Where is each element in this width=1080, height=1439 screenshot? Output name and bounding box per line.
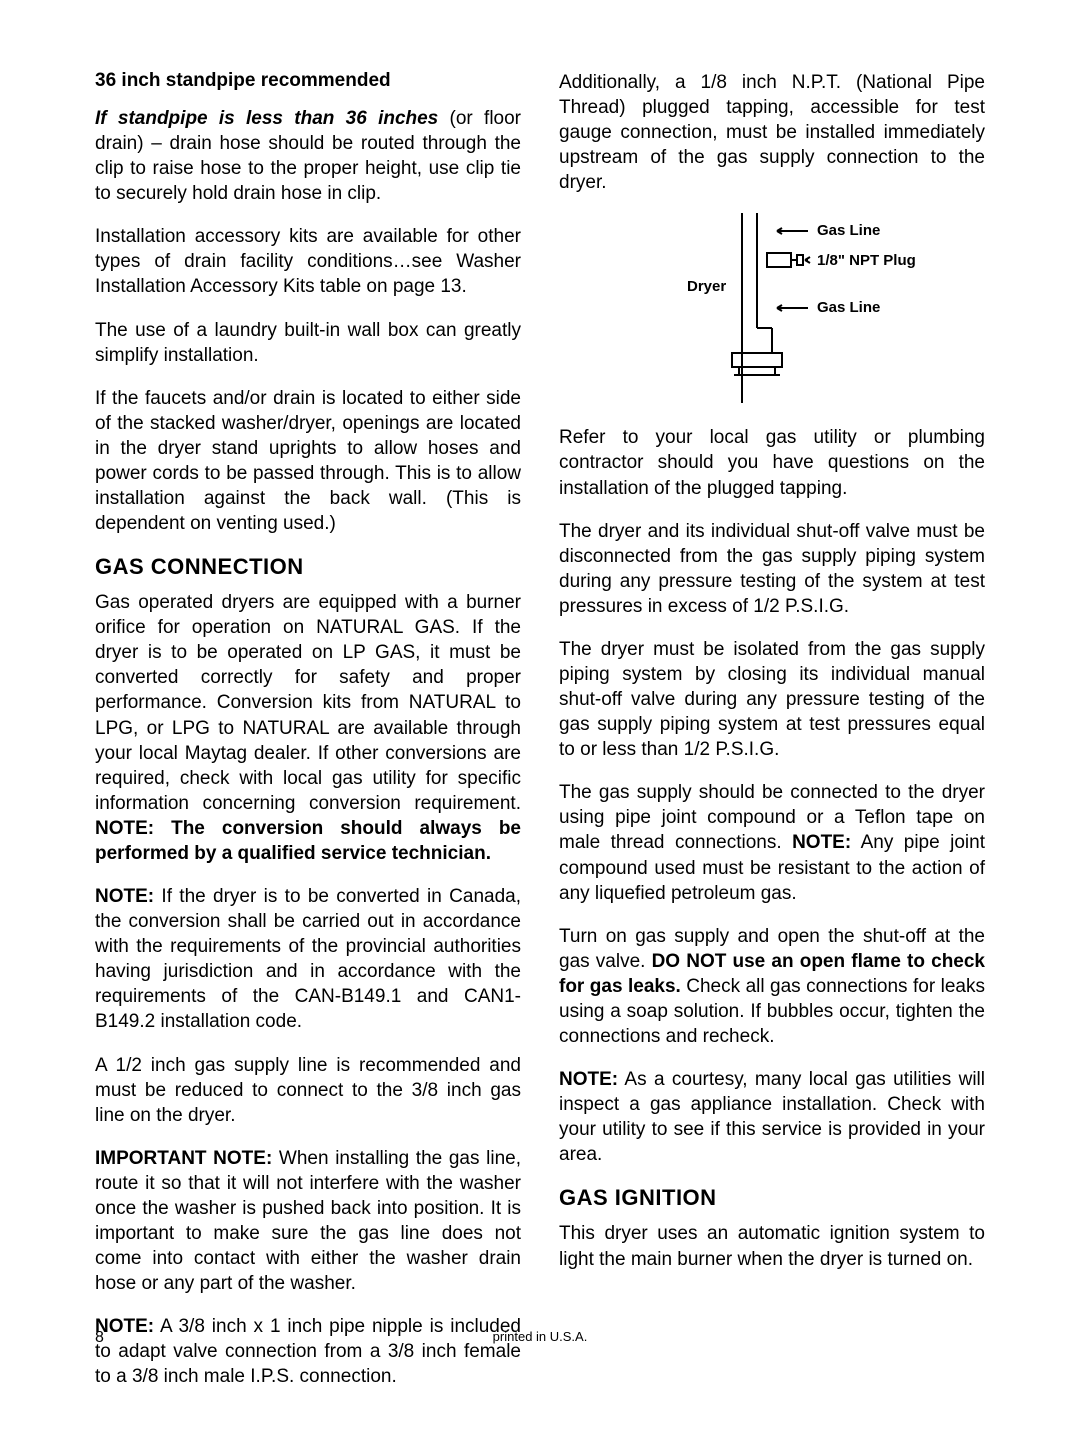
paragraph-pipe-nipple: NOTE: A 3/8 inch x 1 inch pipe nipple is… (95, 1314, 521, 1389)
canada-note-rest: If the dryer is to be converted in Canad… (95, 886, 521, 1032)
important-note-bold: IMPORTANT NOTE: (95, 1148, 272, 1169)
paragraph-standpipe: If standpipe is less than 36 inches (or … (95, 106, 521, 206)
courtesy-rest: As a courtesy, many local gas utilities … (559, 1069, 985, 1165)
paragraph-wallbox: The use of a laundry built-in wall box c… (95, 318, 521, 368)
gas-operated-text: Gas operated dryers are equipped with a … (95, 592, 521, 814)
paragraph-ignition: This dryer uses an automatic ignition sy… (559, 1221, 985, 1271)
courtesy-bold: NOTE: (559, 1069, 618, 1090)
left-column: 36 inch standpipe recommended If standpi… (95, 70, 521, 1389)
standpipe-bold-lead: If standpipe is less than 36 inches (95, 108, 438, 129)
paragraph-isolate: The dryer must be isolated from the gas … (559, 637, 985, 762)
paragraph-faucets: If the faucets and/or drain is located t… (95, 386, 521, 536)
gas-operated-note: NOTE: The conversion should always be pe… (95, 818, 521, 864)
page-footer: 8 printed in U.S.A. (95, 1329, 985, 1347)
page-number: 8 (95, 1329, 104, 1347)
gas-connection-title: GAS CONNECTION (95, 554, 521, 580)
right-column: Additionally, a 1/8 inch N.P.T. (Nationa… (559, 70, 985, 1389)
diagram-gasline1-label: Gas Line (817, 222, 880, 239)
canada-note-bold: NOTE: (95, 886, 154, 907)
paragraph-supply-line: A 1/2 inch gas supply line is recommende… (95, 1053, 521, 1128)
paragraph-refer-utility: Refer to your local gas utility or plumb… (559, 425, 985, 500)
paragraph-courtesy-note: NOTE: As a courtesy, many local gas util… (559, 1067, 985, 1167)
printed-in-usa: printed in U.S.A. (493, 1329, 588, 1344)
gas-ignition-title: GAS IGNITION (559, 1185, 985, 1211)
diagram-dryer-label: Dryer (687, 278, 726, 295)
paragraph-gas-operated: Gas operated dryers are equipped with a … (95, 590, 521, 866)
paragraph-gas-leak: Turn on gas supply and open the shut-off… (559, 924, 985, 1049)
pipe-nipple-rest: A 3/8 inch x 1 inch pipe nipple is inclu… (95, 1316, 521, 1387)
page-content: 36 inch standpipe recommended If standpi… (0, 0, 1080, 1439)
paragraph-canada-note: NOTE: If the dryer is to be converted in… (95, 884, 521, 1034)
paragraph-joint-compound: The gas supply should be connected to th… (559, 780, 985, 905)
gas-diagram: Dryer Gas Line 1/8" NPT Plug Gas Line (559, 213, 985, 403)
diagram-npt-label: 1/8" NPT Plug (817, 252, 916, 269)
important-note-rest: When installing the gas line, route it s… (95, 1148, 521, 1294)
diagram-gasline2-label: Gas Line (817, 299, 880, 316)
gas-diagram-svg: Dryer Gas Line 1/8" NPT Plug Gas Line (612, 213, 932, 403)
paragraph-kits: Installation accessory kits are availabl… (95, 224, 521, 299)
paragraph-shutoff-disconnect: The dryer and its individual shut-off va… (559, 519, 985, 619)
paragraph-important-note: IMPORTANT NOTE: When installing the gas … (95, 1146, 521, 1296)
joint-bold: NOTE: (792, 832, 851, 853)
standpipe-heading: 36 inch standpipe recommended (95, 70, 521, 92)
paragraph-npt: Additionally, a 1/8 inch N.P.T. (Nationa… (559, 70, 985, 195)
